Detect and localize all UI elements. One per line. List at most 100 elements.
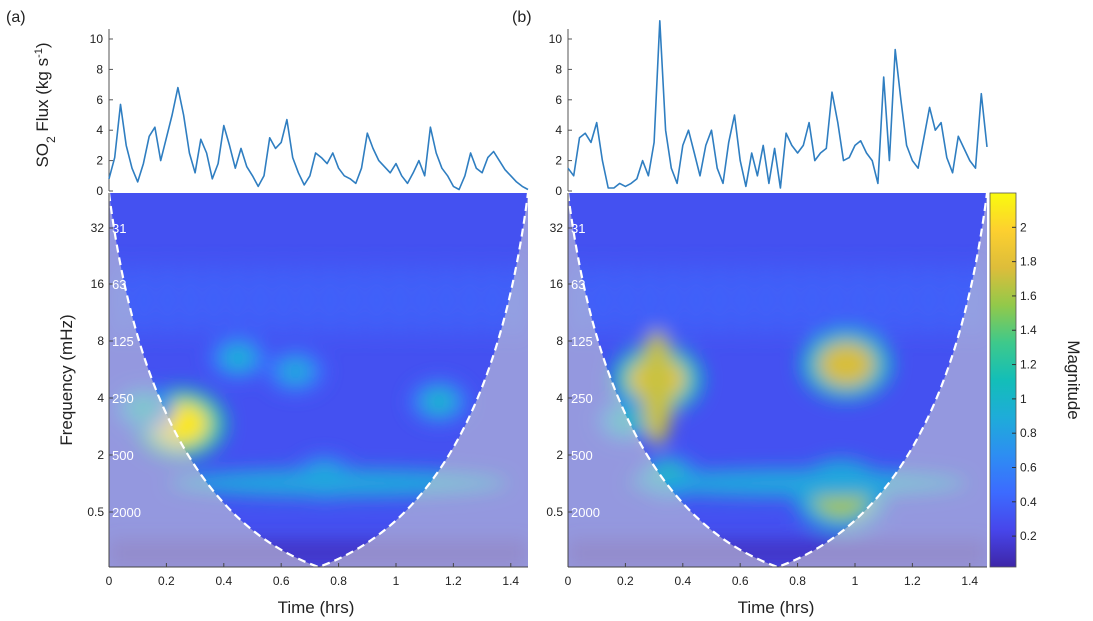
freq-tick-label: 32 bbox=[91, 221, 105, 235]
coi-shade bbox=[568, 193, 987, 567]
scalogram-b bbox=[568, 193, 987, 567]
texture-streak bbox=[299, 260, 314, 340]
texture-streak bbox=[944, 260, 959, 340]
texture-streak bbox=[230, 260, 245, 340]
colorbar-tick-label: 1.8 bbox=[1020, 255, 1037, 269]
period-label: 31 bbox=[571, 221, 585, 236]
colorbar-tick-label: 1.6 bbox=[1020, 289, 1037, 303]
freq-tick-label: 16 bbox=[91, 277, 105, 291]
time-tick-label: 1 bbox=[852, 574, 859, 588]
texture-streak bbox=[276, 260, 291, 340]
time-tick-label: 0.8 bbox=[789, 574, 806, 588]
texture-streak bbox=[323, 260, 338, 340]
texture-streak bbox=[346, 260, 361, 340]
flux-ytick-label: 2 bbox=[96, 154, 103, 168]
flux-ytick-label: 6 bbox=[96, 93, 103, 107]
colorbar-label: Magnitude bbox=[1064, 340, 1083, 419]
flux-ytick-label: 0 bbox=[96, 184, 103, 198]
texture-streak bbox=[805, 260, 820, 340]
flux-series-line bbox=[108, 86, 529, 191]
flux-ytick-label: 8 bbox=[555, 62, 562, 76]
period-label: 63 bbox=[571, 277, 585, 292]
freq-tick-label: 0.5 bbox=[546, 505, 563, 519]
ridge-vertical bbox=[640, 329, 673, 446]
flux-ylabel: SO2 Flux (kg s-1) bbox=[33, 42, 58, 167]
colorbar-tick-label: 0.2 bbox=[1020, 529, 1037, 543]
texture-streak bbox=[137, 260, 152, 340]
freq-ylabel: Frequency (mHz) bbox=[57, 314, 76, 445]
period-label: 125 bbox=[112, 334, 134, 349]
time-tick-label: 0.2 bbox=[617, 574, 634, 588]
feature-core bbox=[421, 387, 458, 416]
colorbar-tick-label: 0.8 bbox=[1020, 426, 1037, 440]
texture-streak bbox=[369, 260, 384, 340]
colorbar-tick-label: 1 bbox=[1020, 392, 1027, 406]
flux-ytick-label: 8 bbox=[96, 62, 103, 76]
ridge-band bbox=[627, 469, 968, 498]
xlabel-a: Time (hrs) bbox=[278, 598, 355, 617]
texture-streak bbox=[689, 260, 704, 340]
texture-streak bbox=[665, 260, 680, 340]
xlabel-b: Time (hrs) bbox=[738, 598, 815, 617]
texture-streak bbox=[642, 260, 657, 340]
freq-tick-label: 2 bbox=[97, 448, 104, 462]
freq-tick-label: 4 bbox=[97, 391, 104, 405]
flux-plot-a: 0 2 4 6 8 10 bbox=[90, 29, 529, 198]
time-tick-label: 0.6 bbox=[732, 574, 749, 588]
time-tick-label: 0.4 bbox=[215, 574, 232, 588]
flux-plot-b: 0 2 4 6 8 10 bbox=[549, 19, 988, 198]
period-label: 250 bbox=[571, 391, 593, 406]
texture-streak bbox=[782, 260, 797, 340]
period-label: 125 bbox=[571, 334, 593, 349]
flux-ytick-label: 10 bbox=[549, 32, 563, 46]
freq-tick-label: 8 bbox=[556, 334, 563, 348]
texture-streak bbox=[183, 260, 198, 340]
flux-series-line bbox=[567, 19, 988, 189]
texture-streak bbox=[206, 260, 221, 340]
freq-tick-label: 2 bbox=[556, 448, 563, 462]
time-tick-label: 0 bbox=[106, 574, 113, 588]
flux-ytick-label: 6 bbox=[555, 93, 562, 107]
panel-label-b: (b) bbox=[512, 9, 532, 26]
texture-streak bbox=[875, 260, 890, 340]
time-tick-label: 0.6 bbox=[273, 574, 290, 588]
colorbar-gradient bbox=[989, 192, 1017, 568]
texture-streak bbox=[851, 260, 866, 340]
colorbar-tick-label: 2 bbox=[1020, 220, 1027, 234]
flux-ytick-label: 4 bbox=[96, 123, 103, 137]
time-tick-label: 1.2 bbox=[904, 574, 921, 588]
panel-label-a: (a) bbox=[6, 9, 26, 26]
period-label: 500 bbox=[112, 448, 134, 463]
ridge-band bbox=[168, 469, 509, 498]
freq-tick-label: 16 bbox=[550, 277, 564, 291]
period-label: 2000 bbox=[112, 505, 141, 520]
texture-streak bbox=[758, 260, 773, 340]
texture-streak bbox=[735, 260, 750, 340]
texture-streak bbox=[921, 260, 936, 340]
coi-shade bbox=[109, 193, 528, 567]
feature-core bbox=[818, 342, 875, 387]
freq-tick-label: 32 bbox=[550, 221, 564, 235]
texture-streak bbox=[462, 260, 477, 340]
flux-ytick-label: 0 bbox=[555, 184, 562, 198]
texture-streak bbox=[619, 260, 634, 340]
time-tick-label: 0.4 bbox=[674, 574, 691, 588]
period-label: 2000 bbox=[571, 505, 600, 520]
time-tick-label: 1.2 bbox=[445, 574, 462, 588]
time-tick-label: 0 bbox=[565, 574, 572, 588]
colorbar-tick-label: 1.4 bbox=[1020, 323, 1037, 337]
time-tick-label: 0.2 bbox=[158, 574, 175, 588]
colorbar: 0.2 0.4 0.6 0.8 1 1.2 1.4 1.6 1.8 2 bbox=[989, 192, 1037, 568]
period-label: 500 bbox=[571, 448, 593, 463]
texture-streak bbox=[416, 260, 431, 340]
freq-tick-label: 8 bbox=[97, 334, 104, 348]
colorbar-tick-label: 0.6 bbox=[1020, 460, 1037, 474]
texture-streak bbox=[253, 260, 268, 340]
feature-core bbox=[220, 343, 257, 372]
texture-streak bbox=[828, 260, 843, 340]
flux-ytick-label: 4 bbox=[555, 123, 562, 137]
texture-streak bbox=[898, 260, 913, 340]
period-label: 63 bbox=[112, 277, 126, 292]
